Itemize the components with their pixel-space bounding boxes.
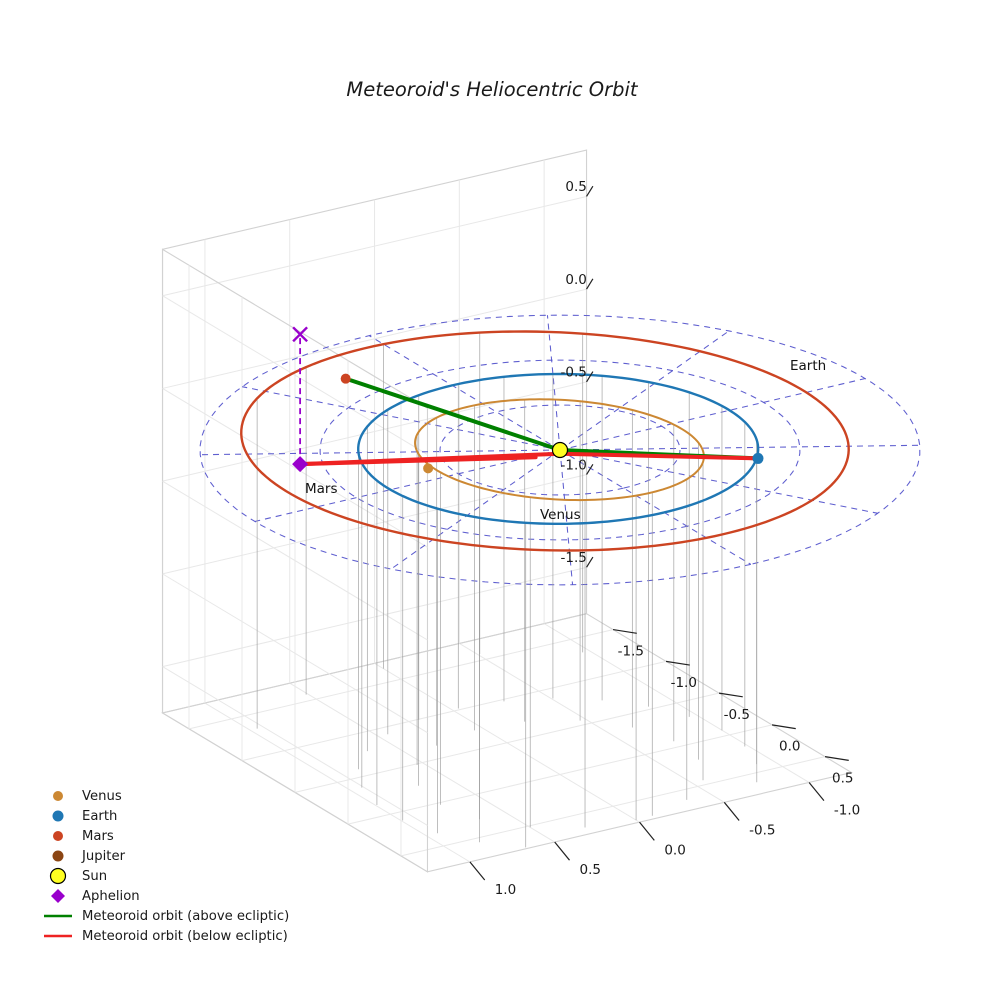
legend: Venus Earth Mars Jupiter Sun Aphelion Meteoroi… [44, 789, 289, 944]
legend-label: Aphelion [82, 889, 140, 904]
legend-item: Meteoroid orbit (above ecliptic) [44, 909, 289, 924]
earth-orbit [357, 372, 760, 526]
legend-label: Meteoroid orbit (above ecliptic) [82, 909, 289, 924]
mars-orbit [240, 330, 850, 552]
earth-marker [752, 452, 764, 464]
legend-marker-mars [53, 831, 63, 841]
z-tick-label: -1.0 [561, 457, 587, 473]
aphelion-marker [292, 456, 309, 473]
axis-ticks: -1.5 -1.0 -0.5 0.0 0.5 1.0 0.5 0.0 -0.5 -1.0 0.5 0.… [469, 179, 860, 898]
z-tick-label: -0.5 [561, 365, 587, 381]
meteoroid-below-ecliptic-3 [298, 455, 538, 467]
x-tick-label: -1.5 [618, 643, 644, 659]
legend-label: Mars [82, 829, 114, 844]
earth-label: Earth [790, 358, 826, 374]
mars-marker [340, 373, 351, 384]
legend-item: Sun [49, 867, 107, 885]
x-tick-label: -1.0 [671, 675, 697, 691]
y-tick-label: 0.5 [580, 862, 601, 878]
legend-label: Meteoroid orbit (below ecliptic) [82, 929, 288, 944]
x-tick-label: 0.5 [832, 770, 853, 786]
legend-item: Meteoroid orbit (below ecliptic) [44, 929, 288, 944]
body-labels: Earth Mars Venus [305, 358, 826, 523]
legend-marker-jupiter [52, 850, 64, 862]
legend-item: Venus [53, 789, 122, 804]
y-tick-label: -0.5 [749, 822, 775, 838]
z-tick-label: 0.5 [565, 179, 586, 195]
legend-item: Earth [52, 809, 117, 824]
y-tick-label: 0.0 [664, 842, 685, 858]
legend-marker-sun [49, 867, 67, 885]
venus-label: Venus [540, 507, 581, 523]
aphelion-projection-x-icon [292, 326, 308, 343]
z-tick-label: -1.5 [561, 550, 587, 566]
legend-marker-venus [53, 791, 63, 801]
y-tick-label: 1.0 [495, 882, 516, 898]
meteoroid-orbit [298, 334, 761, 467]
venus-marker [423, 463, 434, 474]
x-tick-label: -0.5 [724, 707, 750, 723]
stem-lines [256, 332, 758, 848]
legend-label: Venus [82, 789, 122, 804]
polar-grid [199, 314, 921, 586]
legend-label: Earth [82, 809, 117, 824]
sun-marker [551, 441, 569, 459]
legend-item: Mars [53, 829, 114, 844]
legend-marker-aphelion [51, 889, 65, 903]
y-tick-label: -1.0 [834, 803, 860, 819]
meteoroid-below-ecliptic [558, 451, 761, 461]
legend-item: Aphelion [51, 889, 140, 904]
legend-item: Jupiter [52, 849, 126, 864]
z-tick-label: 0.0 [565, 272, 586, 288]
legend-label: Jupiter [81, 849, 126, 864]
body-markers [292, 326, 764, 474]
meteoroid-above-ecliptic-2 [348, 378, 562, 452]
x-tick-label: 0.0 [779, 739, 800, 755]
page-title: Meteoroid's Heliocentric Orbit [346, 78, 639, 101]
legend-label: Sun [82, 869, 107, 884]
mars-label: Mars [305, 481, 338, 497]
legend-marker-earth [52, 810, 64, 822]
